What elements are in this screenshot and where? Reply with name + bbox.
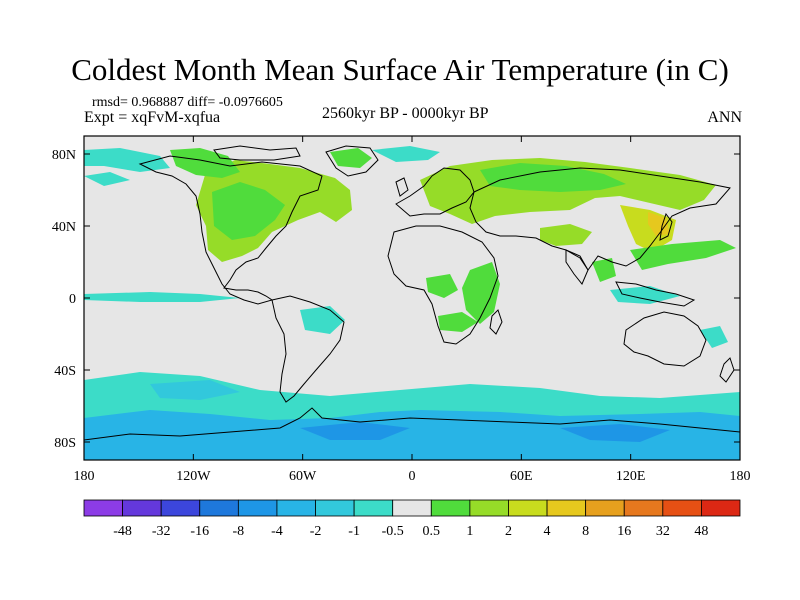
lon-tick-label: 120W: [176, 469, 211, 484]
colorbar-label: -4: [271, 524, 283, 539]
colorbar-swatch: [623, 499, 664, 517]
lat-tick-label: 40N: [52, 220, 76, 235]
colorbar-swatch: [276, 499, 316, 517]
warm-anomaly-siberia-core: [480, 163, 626, 192]
warm-anomaly-greenland: [330, 148, 372, 168]
coast-europe: [395, 167, 475, 217]
cold-anomaly-south-pacific: [150, 380, 240, 400]
warm-anomaly-west-africa: [426, 274, 458, 298]
lon-tick-label: 180: [74, 469, 95, 484]
colorbar-swatch: [508, 499, 548, 517]
warm-anomaly-east-africa: [462, 262, 500, 324]
cold-anomaly-east-antarctica: [560, 424, 670, 442]
colorbar-label: -16: [190, 524, 209, 539]
axis-ticks: 180 120W 60W 0 60E 120E 180 80N 40N 0 40S 80S: [52, 136, 751, 484]
cold-anomaly-antarctica-core: [300, 422, 410, 440]
colorbar-swatch: [469, 499, 509, 517]
experiment-line: Expt = xqFvM-xqfua: [84, 109, 221, 126]
cold-anomaly-equatorial-pacific: [84, 292, 240, 302]
colorbar-label: -1: [348, 524, 360, 539]
colorbar-label: -32: [152, 524, 171, 539]
lon-tick-label: 180: [730, 469, 751, 484]
warm-anomaly-canada-north: [170, 148, 240, 178]
coast-british-isles: [395, 177, 409, 197]
coast-arctic-islands: [213, 145, 301, 161]
coast-north-america: [138, 155, 323, 305]
warm-anomaly-india: [592, 258, 616, 282]
colorbar-label: -0.5: [382, 524, 404, 539]
colorbar-label: 16: [617, 524, 631, 539]
lat-tick-label: 80S: [54, 436, 76, 451]
colorbar-label: 2: [505, 524, 512, 539]
coast-asia: [469, 167, 731, 271]
colorbar-swatch: [546, 499, 587, 517]
coast-south-america: [271, 295, 345, 403]
colorbar-label: 4: [544, 524, 551, 539]
colorbar: -48 -32 -16 -8 -4 -2 -1 -0.5 0.5 1 2 4 8 16 32 48: [83, 499, 741, 539]
colorbar-swatch: [662, 499, 702, 517]
colorbar-swatch: [237, 499, 278, 517]
colorbar-label: 8: [582, 524, 589, 539]
colorbar-label: 48: [694, 524, 708, 539]
colorbar-label: 1: [466, 524, 473, 539]
colorbar-swatch: [122, 499, 162, 517]
period-line: 2560kyr BP - 0000kyr BP: [322, 105, 489, 122]
stats-line: rmsd= 0.968887 diff= -0.0976605: [92, 95, 283, 110]
colorbar-swatch: [353, 499, 394, 517]
colorbar-swatch: [392, 499, 432, 517]
cold-anomaly-australia-east: [700, 326, 728, 348]
colorbar-swatch: [430, 499, 471, 517]
warm-anomaly-tibet: [540, 224, 592, 246]
coast-australia: [623, 311, 707, 367]
warm-anomaly-south-africa: [438, 312, 478, 332]
coast-antarctica: [84, 407, 740, 441]
coast-greenland: [325, 145, 379, 177]
colorbar-label: -2: [310, 524, 322, 539]
warm-anomaly-pacific-east-asia: [630, 240, 736, 270]
colorbar-swatch: [701, 499, 741, 517]
lon-tick-label: 60W: [289, 469, 317, 484]
coastlines: [84, 145, 740, 441]
lat-tick-label: 40S: [54, 364, 76, 379]
chart-title: Coldest Month Mean Surface Air Temperatu…: [71, 52, 729, 87]
warm-anomaly-north-america-core: [212, 182, 285, 240]
colorbar-swatch: [315, 499, 355, 517]
cold-anomaly-north-atlantic: [372, 146, 440, 162]
coast-madagascar: [489, 309, 503, 335]
colorbar-label: 0.5: [423, 524, 441, 539]
lon-tick-label: 120E: [616, 469, 646, 484]
colorbar-swatch: [585, 499, 625, 517]
coast-japan: [659, 212, 673, 241]
colorbar-label: 32: [656, 524, 670, 539]
cold-anomaly-indonesia: [610, 286, 680, 304]
lon-tick-label: 0: [409, 469, 416, 484]
lon-tick-label: 60E: [510, 469, 533, 484]
coast-new-zealand: [719, 357, 735, 383]
colorbar-swatch: [160, 499, 201, 517]
season-label: ANN: [707, 109, 742, 126]
anomaly-field: [84, 145, 740, 460]
coast-southeast-asia: [615, 281, 696, 307]
coast-africa: [387, 225, 499, 345]
lat-tick-label: 0: [69, 292, 76, 307]
colorbar-label: -8: [233, 524, 245, 539]
colorbar-swatch: [199, 499, 239, 517]
colorbar-swatch: [83, 499, 123, 517]
lat-tick-label: 80N: [52, 148, 76, 163]
coast-india: [565, 249, 589, 285]
cold-anomaly-north-pacific: [84, 172, 130, 186]
colorbar-label: -48: [113, 524, 132, 539]
cold-anomaly-arctic: [84, 148, 170, 172]
